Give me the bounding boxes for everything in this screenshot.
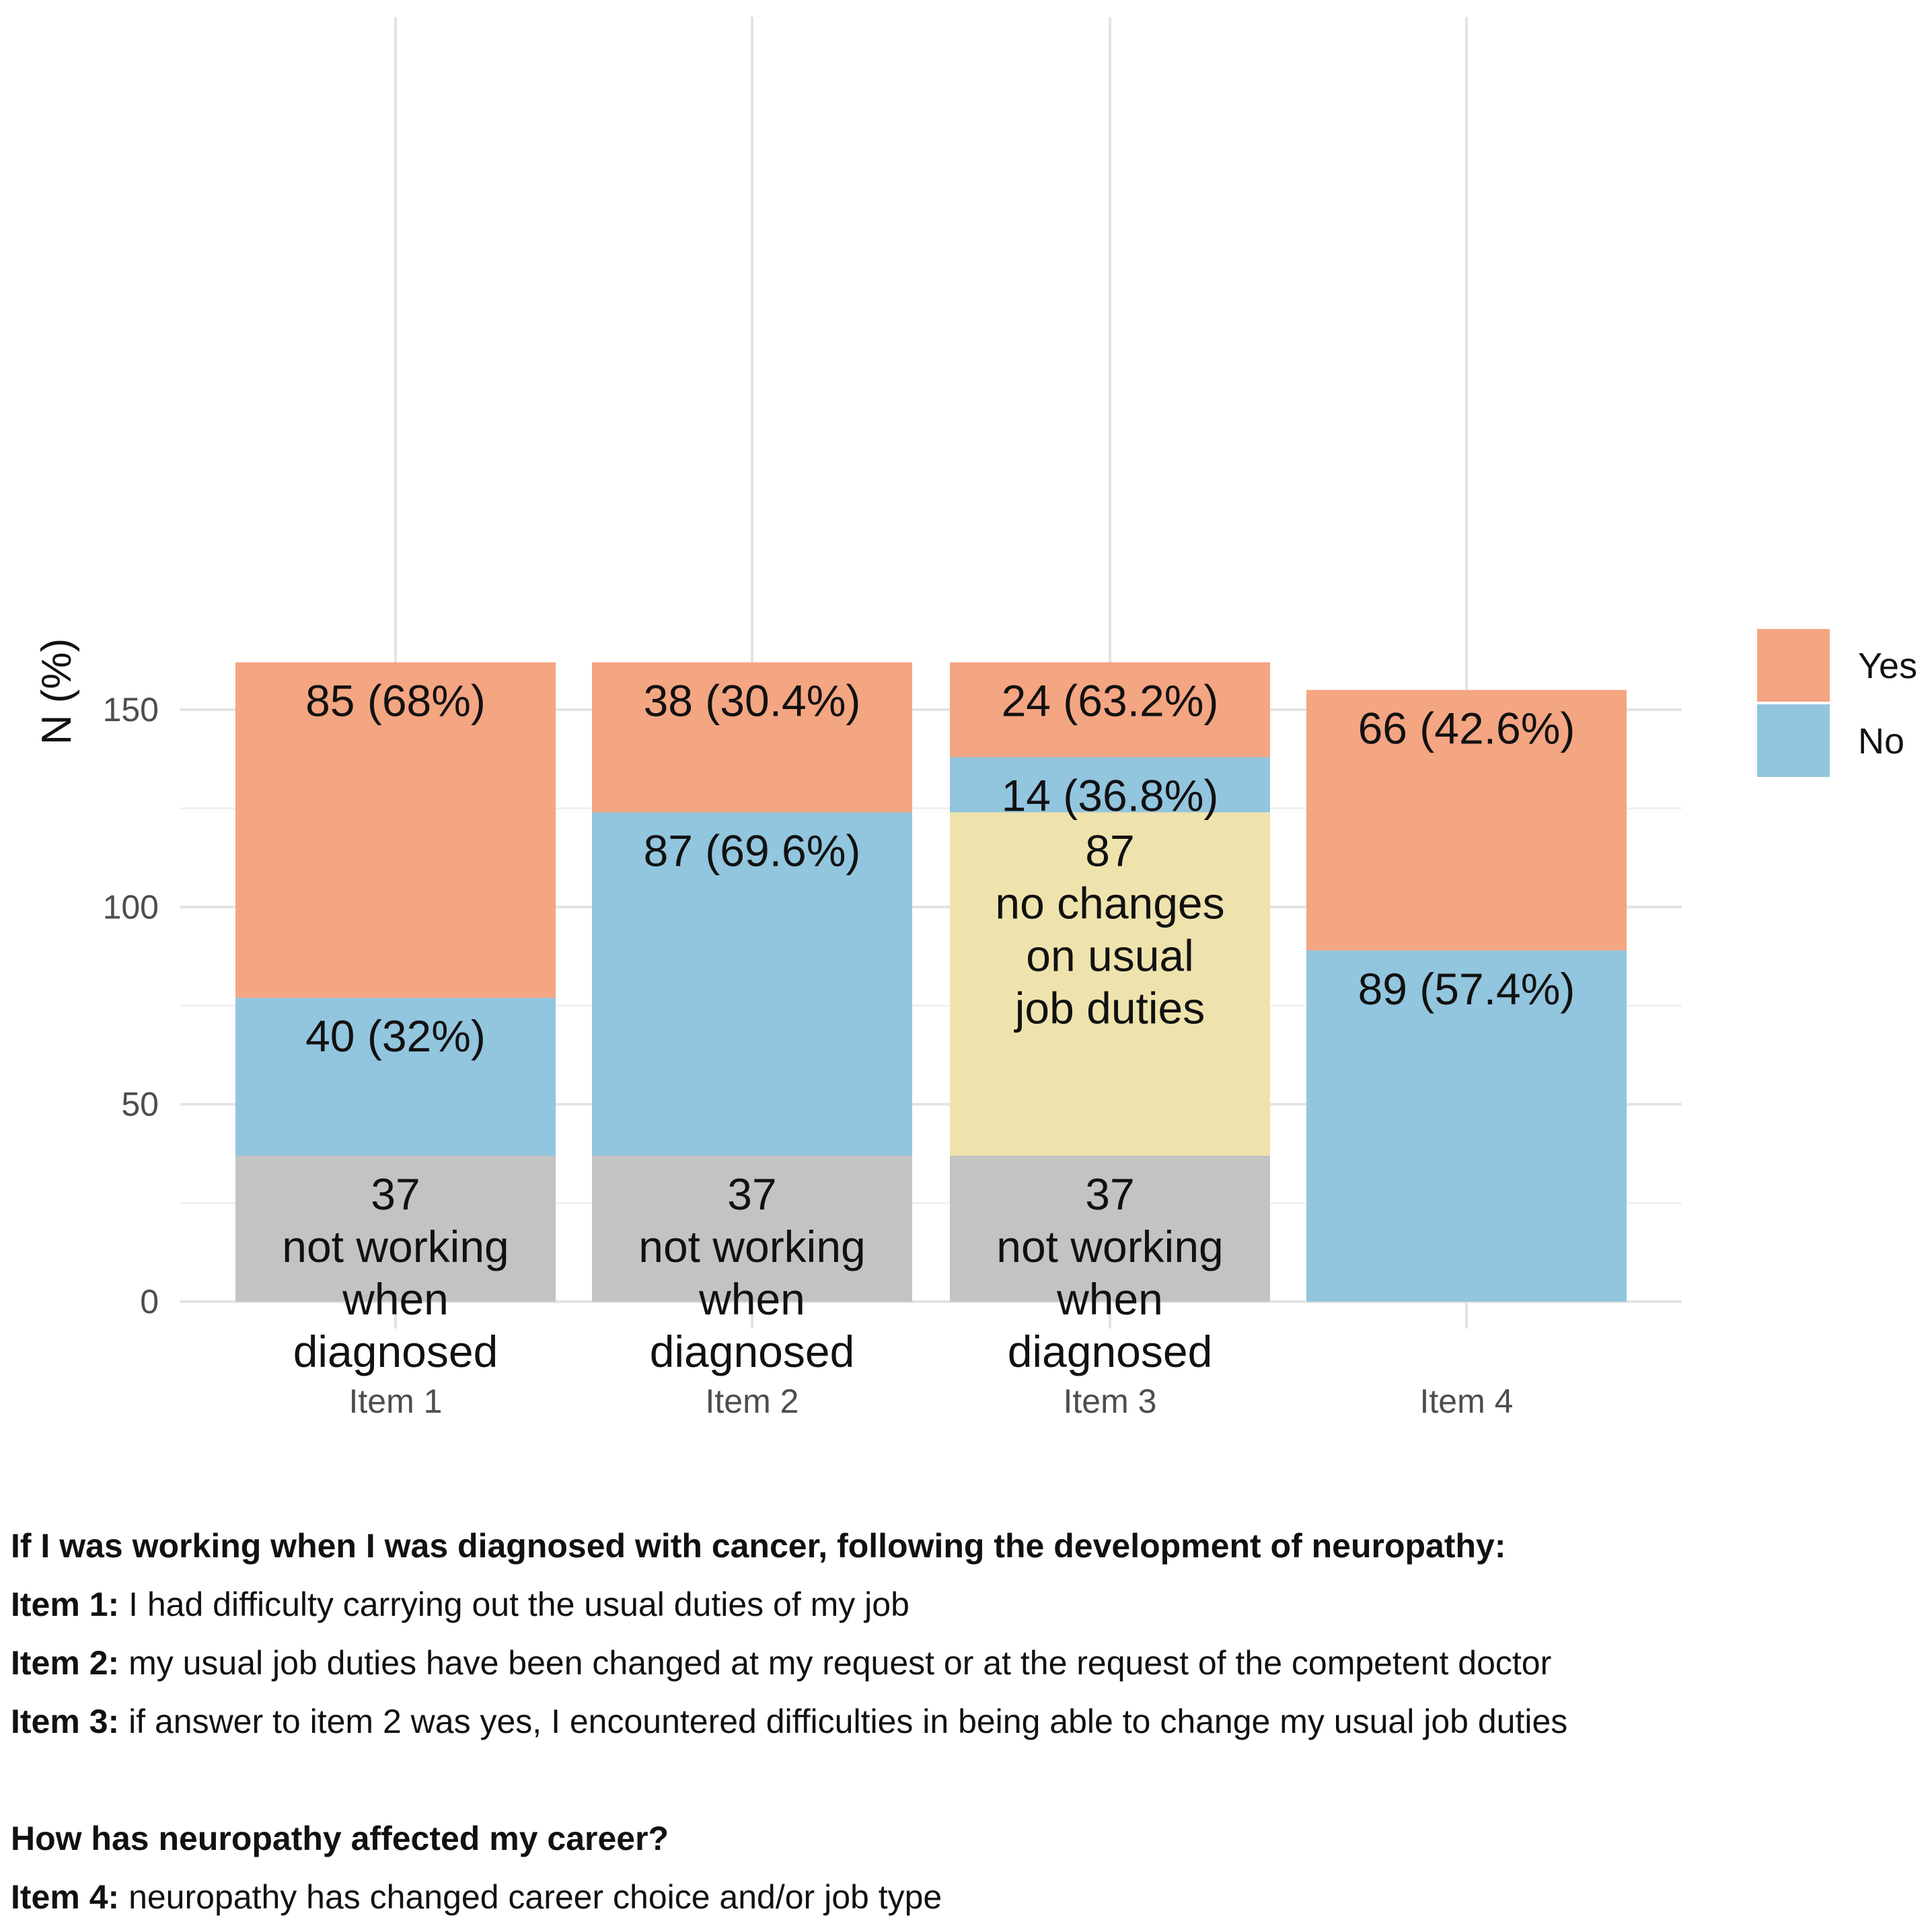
caption-heading-work: If I was working when I was diagnosed wi… <box>11 1527 1506 1565</box>
y-tick-label: 150 <box>103 691 159 729</box>
stacked-bar-chart: 37 not working when diagnosed 40 (32%) 85 (68… <box>34 17 1917 1420</box>
bar-segment-yes <box>1306 690 1627 951</box>
x-tick-label: Item 4 <box>1420 1382 1514 1420</box>
y-axis-title: N (%) <box>34 638 80 745</box>
x-tick-label: Item 2 <box>706 1382 799 1420</box>
bars <box>235 662 1627 1302</box>
data-label: 37 not working when diagnosed <box>996 1169 1224 1376</box>
legend: Yes No <box>1757 629 1917 777</box>
legend-label: No <box>1858 721 1904 761</box>
caption-item-label: Item 4: <box>11 1878 120 1916</box>
y-tick-label: 100 <box>103 888 159 926</box>
caption-item-text: if answer to item 2 was yes, I encounter… <box>119 1703 1568 1740</box>
caption-item-4: Item 4: neuropathy has changed career ch… <box>11 1868 1921 1927</box>
legend-key-no <box>1757 704 1830 777</box>
caption-item-2: Item 2: my usual job duties have been ch… <box>11 1634 1921 1693</box>
legend-label: Yes <box>1858 646 1917 686</box>
caption-item-text: neuropathy has changed career choice and… <box>119 1878 942 1916</box>
bar-segment-not-working <box>235 1155 556 1302</box>
x-tick-label: Item 1 <box>349 1382 443 1420</box>
caption-item-label: Item 2: <box>11 1644 120 1682</box>
caption-heading-career: How has neuropathy affected my career? <box>11 1820 669 1857</box>
bar-segment-no <box>592 812 912 1156</box>
figure-caption: If I was working when I was diagnosed wi… <box>11 1517 1921 1927</box>
axes: 0 50 100 150 Item 1 Item 2 Item 3 Item 4 N (%) <box>34 638 1513 1420</box>
data-label: 37 not working when diagnosed <box>282 1169 509 1376</box>
x-tick-label: Item 3 <box>1064 1382 1157 1420</box>
caption-spacer <box>11 1751 1921 1810</box>
data-label: 66 (42.6%) <box>1358 704 1575 753</box>
caption-item-3: Item 3: if answer to item 2 was yes, I e… <box>11 1693 1921 1751</box>
data-label: 89 (57.4%) <box>1358 964 1575 1014</box>
caption-item-1: Item 1: I had difficulty carrying out th… <box>11 1575 1921 1634</box>
data-label: 40 (32%) <box>305 1011 486 1061</box>
data-label: 87 (69.6%) <box>644 825 861 875</box>
bar-segment-no <box>1306 950 1627 1302</box>
bar-segment-no-changes <box>950 812 1270 1156</box>
bar-segment-yes <box>592 662 912 813</box>
caption-item-label: Item 1: <box>11 1586 120 1623</box>
data-label: 24 (63.2%) <box>1002 676 1219 726</box>
bar-segment-no <box>950 757 1270 813</box>
data-label: 38 (30.4%) <box>644 676 861 726</box>
bar-segment-not-working <box>950 1155 1270 1302</box>
caption-item-text: I had difficulty carrying out the usual … <box>119 1586 909 1623</box>
data-label: 85 (68%) <box>305 676 486 726</box>
data-label: 37 not working when diagnosed <box>638 1169 866 1376</box>
data-label: 14 (36.8%) <box>1002 770 1219 820</box>
data-label: 87 no changes on usual job duties <box>995 825 1224 1033</box>
bar-labels: 37 not working when diagnosed 40 (32%) 85 (68… <box>282 676 1575 1376</box>
caption-item-text: my usual job duties have been changed at… <box>119 1644 1552 1682</box>
caption-item-label: Item 3: <box>11 1703 120 1740</box>
bar-segment-yes <box>235 662 556 998</box>
bar-segment-yes <box>950 662 1270 757</box>
bar-segment-not-working <box>592 1155 912 1302</box>
bar-segment-no <box>235 998 556 1156</box>
y-tick-label: 50 <box>121 1086 159 1123</box>
legend-key-yes <box>1757 629 1830 702</box>
y-tick-label: 0 <box>140 1283 159 1321</box>
